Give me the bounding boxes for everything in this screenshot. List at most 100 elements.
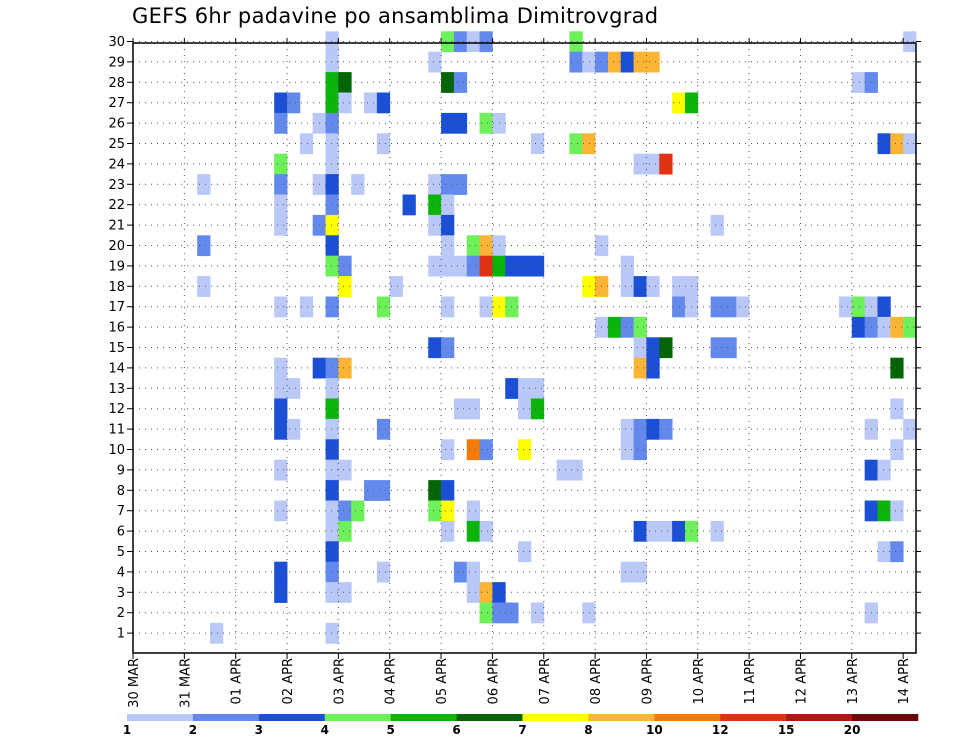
heatmap-cell	[672, 276, 686, 297]
colorbar-swatch	[852, 714, 919, 721]
heatmap-cell	[620, 255, 635, 277]
y-tick-label: 16	[108, 321, 125, 336]
heatmap-cell	[530, 378, 545, 399]
heatmap-cell	[518, 255, 532, 277]
heatmap-cell	[466, 255, 480, 277]
colorbar: 1 2 3 4 5 6 7 8 10 12 15 20	[123, 714, 919, 737]
heatmap-cell	[428, 500, 442, 522]
y-tick-label: 5	[117, 545, 125, 560]
x-tick-label: 30 MAR	[127, 658, 142, 708]
heatmap-cell	[530, 255, 545, 277]
heatmap-cell	[325, 357, 339, 379]
x-tick-label: 07 APR	[538, 658, 553, 704]
colorbar-swatch	[720, 714, 787, 721]
heatmap-cell	[479, 439, 493, 461]
y-tick-label: 15	[108, 341, 125, 356]
colorbar-label: 4	[321, 723, 329, 737]
heatmap-cell	[569, 133, 583, 155]
heatmap-cell	[633, 316, 647, 338]
heatmap-cell	[607, 51, 622, 73]
y-tick-label: 21	[108, 219, 125, 234]
y-tick-label: 29	[108, 55, 125, 70]
heatmap-cell	[338, 72, 352, 93]
colorbar-label: 3	[255, 723, 263, 737]
heatmap-cell	[274, 398, 288, 420]
heatmap-cell	[376, 480, 391, 501]
heatmap-cell	[569, 31, 583, 53]
y-tick-label: 26	[108, 117, 125, 132]
heatmap-cell	[325, 561, 339, 583]
colorbar-swatch	[390, 714, 457, 721]
colorbar-swatch	[588, 714, 655, 721]
heatmap-cell	[518, 541, 532, 563]
heatmap-cell	[325, 398, 339, 420]
y-tick-label: 13	[108, 382, 125, 397]
heatmap-cell	[582, 276, 596, 297]
heatmap-cell	[453, 72, 468, 93]
colorbar-swatch	[522, 714, 589, 721]
heatmap-cell	[466, 31, 480, 53]
x-axis-labels: 30 MAR 31 MAR 01 APR 02 APR 03 APR 04 APR 05 A…	[127, 658, 912, 708]
colorbar-label: 8	[584, 723, 592, 737]
heatmap-cell	[479, 31, 493, 53]
heatmap-cell	[646, 276, 660, 297]
heatmap-cell	[582, 133, 596, 155]
y-tick-label: 10	[108, 443, 125, 458]
heatmap-cell	[338, 459, 352, 481]
heatmap-cell	[710, 296, 724, 318]
heatmap-cell	[441, 296, 455, 318]
heatmap-cell	[466, 582, 480, 603]
heatmap-cell	[453, 112, 468, 134]
x-tick-label: 12 APR	[794, 658, 809, 704]
heatmap-cell	[376, 418, 391, 440]
heatmap-cell	[633, 357, 647, 379]
heatmap-cell	[389, 276, 403, 297]
heatmap-cell	[466, 439, 480, 461]
y-tick-label: 20	[108, 239, 125, 254]
heatmap-cell	[274, 582, 288, 603]
heatmap-cell	[646, 357, 660, 379]
heatmap-cell	[274, 112, 288, 134]
heatmap-cell	[274, 214, 288, 236]
heatmap-cell	[325, 378, 339, 399]
y-tick-label: 6	[117, 525, 125, 540]
heatmap-cell	[325, 296, 339, 318]
heatmap-cell	[274, 459, 288, 481]
heatmap-cell	[646, 337, 660, 359]
heatmap-cell	[556, 459, 570, 481]
heatmap-cell	[646, 418, 660, 440]
heatmap-cell	[376, 561, 391, 583]
heatmap-cell	[633, 520, 647, 542]
heatmap-cell	[338, 520, 352, 542]
y-tick-label: 28	[108, 76, 125, 91]
heatmap-cell	[723, 296, 737, 318]
heatmap-cell	[710, 337, 724, 359]
heatmap-cell	[530, 602, 545, 624]
heatmap-cell	[274, 174, 288, 195]
x-tick-label: 04 APR	[384, 658, 399, 704]
y-tick-label: 19	[108, 259, 125, 274]
heatmap-cell	[530, 133, 545, 155]
heatmap-cell	[620, 418, 635, 440]
heatmap-cell	[466, 561, 480, 583]
colorbar-label: 12	[712, 723, 729, 737]
heatmap-cell	[325, 235, 339, 257]
heatmap-cell	[325, 255, 339, 277]
heatmap-cell	[325, 520, 339, 542]
x-tick-label: 06 APR	[486, 658, 501, 704]
heatmap-cell	[659, 337, 673, 359]
heatmap-cell	[582, 602, 596, 624]
y-tick-label: 2	[117, 606, 125, 621]
colorbar-label: 15	[778, 723, 795, 737]
heatmap-cell	[428, 480, 442, 501]
heatmap-cell	[890, 439, 904, 461]
y-tick-label: 18	[108, 280, 125, 295]
heatmap-cell	[633, 561, 647, 583]
heatmap-cell	[633, 276, 647, 297]
heatmap-cell	[453, 31, 468, 53]
heatmap-cell	[518, 439, 532, 461]
heatmap-cell	[479, 112, 493, 134]
colorbar-swatch	[786, 714, 853, 721]
y-tick-label: 27	[108, 96, 125, 111]
heatmap-cell	[633, 51, 647, 73]
